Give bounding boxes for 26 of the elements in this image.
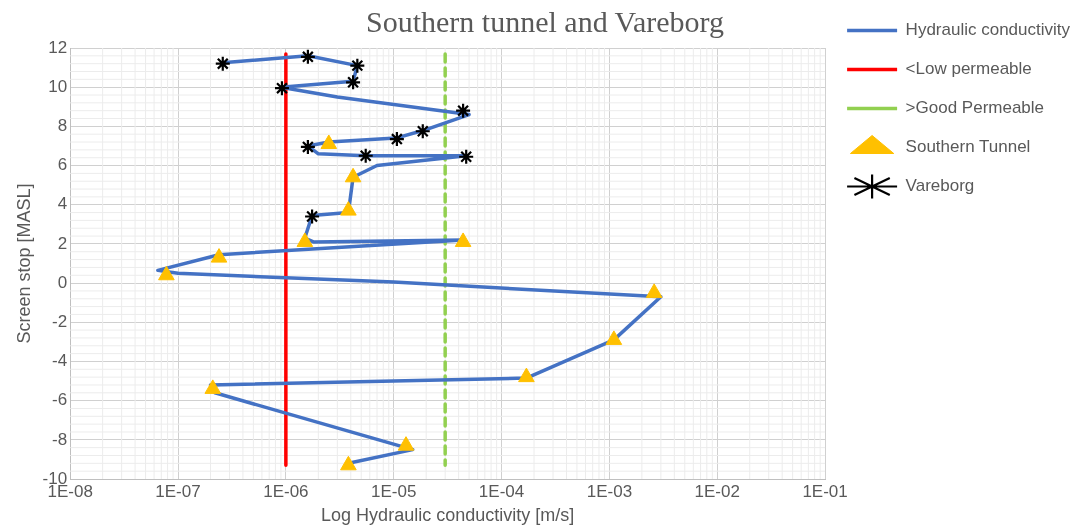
legend-label: <Low permeable	[905, 59, 1032, 79]
y-tick-label: -2	[52, 311, 68, 331]
x-axis-title: Log Hydraulic conductivity [m/s]	[321, 505, 575, 526]
y-tick-label: 4	[57, 194, 68, 214]
y-tick-label: 8	[57, 116, 68, 136]
y-tick-label: 2	[57, 233, 68, 253]
y-tick-label: -6	[52, 390, 68, 410]
y-tick-label: 0	[57, 272, 68, 292]
legend-label: Vareborg	[905, 176, 975, 196]
y-tick-label: -4	[52, 351, 68, 371]
y-tick-label: 10	[48, 76, 68, 96]
y-tick-label: 6	[57, 155, 68, 175]
x-tick-label: 1E-03	[586, 481, 633, 501]
x-tick-label: 1E-02	[694, 481, 740, 501]
x-tick-label: 1E-05	[371, 481, 417, 501]
chart-title: Southern tunnel and Vareborg	[366, 4, 724, 38]
y-axis-title: Screen stop [MASL]	[13, 183, 34, 344]
x-tick-label: 1E-07	[155, 481, 201, 501]
legend-label: >Good Permeable	[905, 98, 1045, 118]
x-tick-label: 1E-04	[478, 481, 525, 501]
legend-label: Hydraulic conductivity	[905, 20, 1071, 40]
x-tick-label: 1E-01	[802, 481, 848, 501]
y-tick-label: -8	[52, 429, 68, 449]
y-tick-label: 12	[48, 37, 68, 57]
legend-label: Southern Tunnel	[905, 137, 1031, 157]
x-tick-label: 1E-06	[263, 481, 309, 501]
